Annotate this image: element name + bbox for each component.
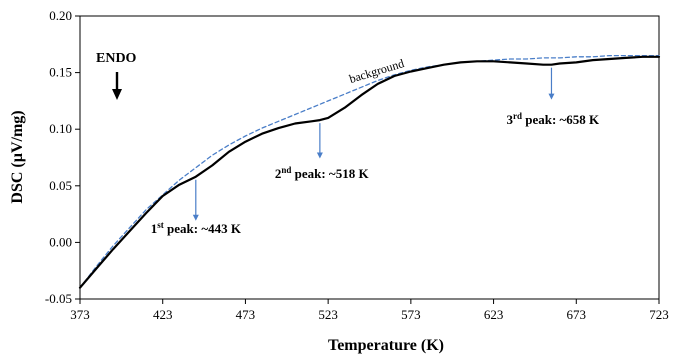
y-axis-ticks: -0.05 0.00 0.05 0.10 0.15 0.20 [45,8,80,306]
peak-label: 3rd peak: ~658 K [506,111,600,127]
x-axis-ticks: 373 423 473 523 573 623 673 723 [70,299,669,322]
annotation-layer: background 1st peak: ~443 K 2nd peak: ~518… [151,56,600,236]
x-tick-label: 523 [318,307,338,322]
series-layer [78,54,661,289]
y-tick-label: 0.10 [49,121,72,136]
y-tick-label: -0.05 [45,291,72,306]
peak-label: 1st peak: ~443 K [151,220,242,236]
y-tick-label: 0.20 [49,8,72,23]
plot-border [79,15,660,300]
x-tick-label: 623 [484,307,504,322]
y-tick-label: 0.00 [49,234,72,249]
x-tick-label: 723 [649,307,669,322]
x-tick-label: 373 [70,307,90,322]
x-axis-title: Temperature (K) [328,337,444,354]
dsc-curve-line [78,55,661,289]
x-tick-label: 673 [567,307,587,322]
x-tick-label: 473 [236,307,256,322]
endo-arrow-icon [112,72,122,100]
endo-label: ENDO [96,51,137,66]
peak-label: 2nd peak: ~518 K [275,165,370,181]
y-tick-label: 0.05 [49,178,72,193]
peak-arrow-head [316,152,323,159]
x-tick-label: 423 [153,307,173,322]
peak-arrow-head [192,214,199,221]
background-label: background [347,56,405,86]
y-tick-label: 0.15 [49,65,72,80]
x-tick-label: 573 [401,307,421,322]
plot-frame [79,15,660,300]
peak-arrow-head [548,93,555,100]
y-axis-title: DSC (µV/mg) [9,110,26,203]
background-baseline-line [79,54,660,289]
